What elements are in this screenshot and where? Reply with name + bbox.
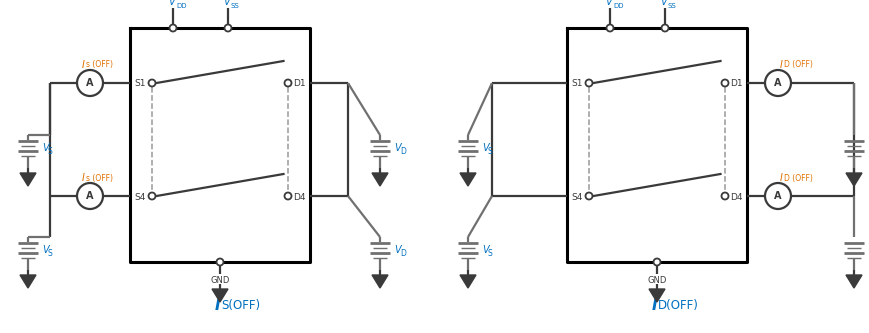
Text: A: A (86, 191, 94, 201)
Text: S: S (488, 248, 492, 257)
Polygon shape (648, 289, 664, 302)
Text: D: D (400, 248, 406, 257)
Circle shape (653, 258, 660, 265)
Text: I: I (82, 60, 85, 70)
Polygon shape (212, 289, 228, 302)
Text: D1: D1 (730, 80, 742, 89)
Text: s (OFF): s (OFF) (86, 173, 113, 182)
Polygon shape (372, 275, 388, 288)
Polygon shape (20, 173, 36, 186)
Text: I: I (651, 297, 656, 312)
Polygon shape (460, 275, 475, 288)
Text: s (OFF): s (OFF) (86, 61, 113, 70)
Text: V: V (481, 245, 488, 255)
Text: S1: S1 (570, 80, 582, 89)
Text: I: I (214, 297, 220, 312)
Text: D4: D4 (293, 192, 306, 201)
Text: S: S (488, 147, 492, 156)
Circle shape (169, 25, 176, 32)
Text: V: V (42, 143, 49, 153)
Circle shape (77, 183, 103, 209)
Polygon shape (372, 173, 388, 186)
Text: D: D (400, 147, 406, 156)
Text: V: V (660, 0, 667, 7)
Polygon shape (460, 173, 475, 186)
Circle shape (224, 25, 231, 32)
Text: V: V (394, 143, 400, 153)
Text: D1: D1 (293, 80, 306, 89)
Circle shape (585, 80, 592, 87)
Text: S: S (48, 147, 53, 156)
Text: A: A (773, 78, 781, 88)
Text: SS: SS (231, 3, 240, 9)
Circle shape (585, 192, 592, 199)
Text: A: A (86, 78, 94, 88)
Text: A: A (773, 191, 781, 201)
Text: V: V (867, 143, 869, 153)
Polygon shape (845, 275, 861, 288)
Text: V: V (169, 0, 176, 7)
Text: S: S (48, 248, 53, 257)
Text: GND: GND (210, 276, 229, 285)
Text: V: V (481, 143, 488, 153)
Circle shape (77, 70, 103, 96)
Text: S1: S1 (134, 80, 145, 89)
Circle shape (149, 80, 156, 87)
Text: D (OFF): D (OFF) (783, 61, 812, 70)
Polygon shape (20, 275, 36, 288)
Text: D(OFF): D(OFF) (657, 298, 698, 311)
Text: I: I (779, 173, 782, 183)
Text: I: I (779, 60, 782, 70)
Circle shape (764, 183, 790, 209)
Text: D (OFF): D (OFF) (783, 173, 812, 182)
Circle shape (720, 192, 727, 199)
Text: V: V (867, 245, 869, 255)
Text: SS: SS (667, 3, 676, 9)
Polygon shape (845, 173, 861, 186)
Circle shape (216, 258, 223, 265)
Text: V: V (605, 0, 612, 7)
Text: D4: D4 (730, 192, 742, 201)
Circle shape (720, 80, 727, 87)
Circle shape (284, 192, 291, 199)
Circle shape (660, 25, 667, 32)
Text: GND: GND (647, 276, 666, 285)
Text: S(OFF): S(OFF) (221, 298, 260, 311)
Text: V: V (223, 0, 230, 7)
Text: S4: S4 (134, 192, 145, 201)
Text: V: V (42, 245, 49, 255)
Circle shape (606, 25, 613, 32)
Circle shape (149, 192, 156, 199)
Text: DD: DD (613, 3, 623, 9)
Text: S4: S4 (570, 192, 581, 201)
Text: I: I (82, 173, 85, 183)
Circle shape (284, 80, 291, 87)
Circle shape (764, 70, 790, 96)
Text: DD: DD (176, 3, 186, 9)
Text: V: V (394, 245, 400, 255)
